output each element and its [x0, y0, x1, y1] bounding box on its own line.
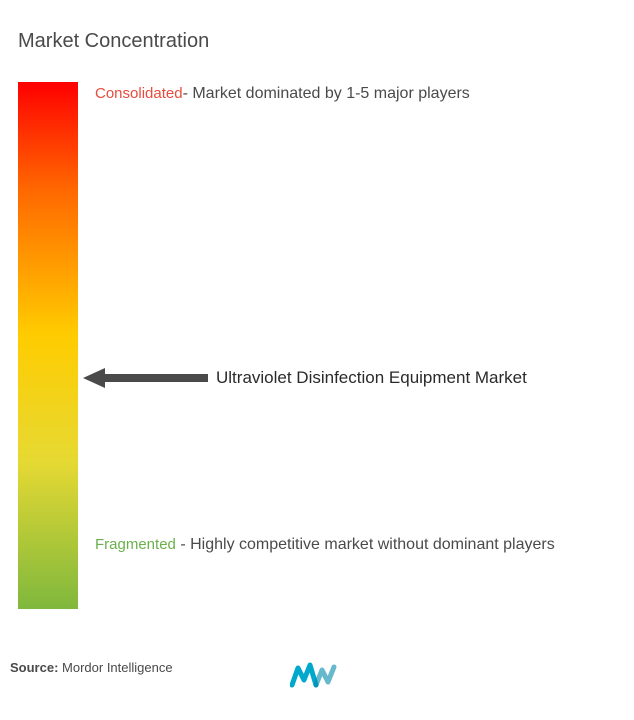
- annotation-consolidated: Consolidated- Market dominated by 1-5 ma…: [95, 82, 614, 106]
- arrow-left-icon: [83, 366, 208, 390]
- source-label: Source:: [10, 660, 58, 675]
- source-value: Mordor Intelligence: [62, 660, 173, 675]
- market-position-marker: Ultraviolet Disinfection Equipment Marke…: [83, 366, 527, 390]
- consolidated-desc: - Market dominated by 1-5 major players: [183, 85, 470, 102]
- annotation-fragmented: Fragmented - Highly competitive market w…: [95, 533, 614, 557]
- source-attribution: Source: Mordor Intelligence: [10, 660, 173, 675]
- fragmented-desc: - Highly competitive market without domi…: [180, 536, 554, 553]
- concentration-gradient-bar: [18, 82, 78, 609]
- consolidated-term: Consolidated: [95, 85, 183, 102]
- market-label: Ultraviolet Disinfection Equipment Marke…: [216, 368, 527, 388]
- fragmented-term: Fragmented: [95, 536, 176, 553]
- mordor-logo-icon: [290, 660, 340, 690]
- page-title: Market Concentration: [18, 30, 209, 53]
